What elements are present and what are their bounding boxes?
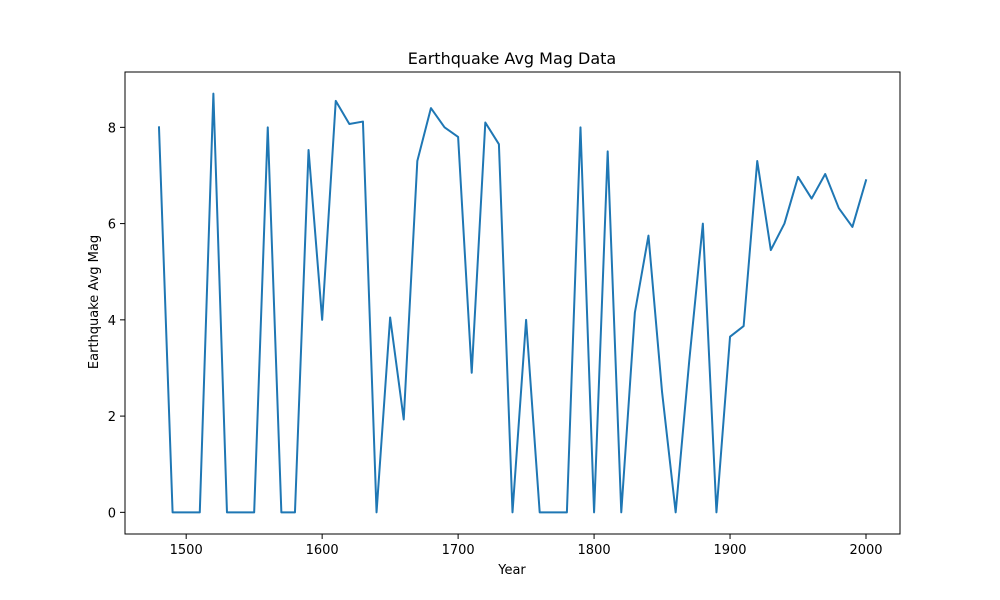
x-tick-label: 1700	[442, 543, 475, 558]
series-line-0	[157, 92, 868, 514]
y-tick-label: 8	[108, 121, 116, 136]
plot-frame	[124, 71, 901, 535]
y-tick-label: 0	[108, 506, 116, 521]
x-tick-label: 1800	[578, 543, 611, 558]
y-axis-label: Earthquake Avg Mag	[87, 235, 102, 369]
plot-area	[124, 71, 901, 535]
y-tick-label: 6	[108, 218, 116, 233]
x-axis-label: Year	[497, 563, 526, 578]
x-tick-label: 1600	[306, 543, 339, 558]
x-tick-label: 1500	[170, 543, 203, 558]
x-tick-label: 2000	[849, 543, 882, 558]
y-tick-label: 4	[108, 314, 116, 329]
chart-title: Earthquake Avg Mag Data	[408, 49, 616, 68]
y-tick-label: 2	[108, 410, 116, 425]
x-tick-label: 1900	[713, 543, 746, 558]
x-axis: 1500 1600 1700 1800 1900 2000	[170, 534, 883, 558]
y-axis: 0 2 4 6 8	[108, 121, 125, 521]
